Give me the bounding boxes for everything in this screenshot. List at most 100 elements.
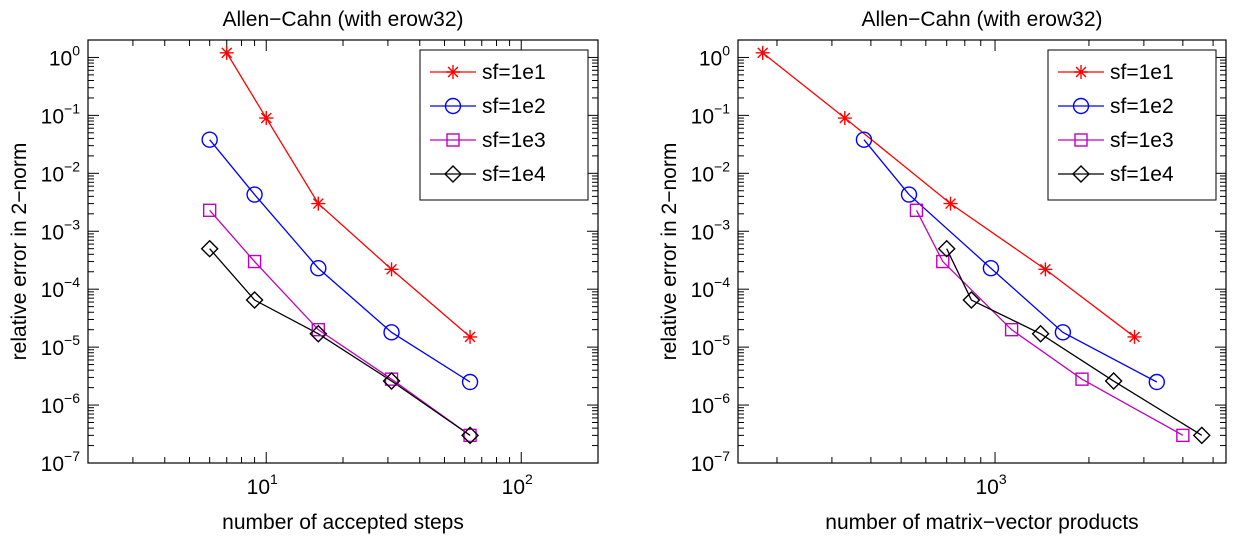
legend-marker [1072,97,1090,115]
x-tick-label: 102 [502,471,533,499]
y-tick-label: 10−4 [691,274,731,302]
data-point-sf=1e1 [463,329,478,344]
legend-left: sf=1e1 sf=1e2 sf=1e3 sf=1e4 [419,49,589,201]
legend-entry: sf=1e1 [1058,61,1174,84]
data-point-sf=1e2 [246,186,263,203]
legend-marker [446,65,460,79]
legend-marker [1074,133,1088,147]
y-tick-label: 10−6 [41,390,81,418]
chart-right: 103 100 10−1 10−2 10−3 10−4 10−5 10−6 10−7 Allen−… [658,8,1227,534]
y-tick-label: 10−1 [691,100,731,128]
data-point-sf=1e2 [900,186,918,203]
data-point-sf=1e2 [461,373,479,391]
legend-marker [1074,65,1088,79]
data-point-sf=1e3 [1176,428,1190,443]
y-tick-label: 10−7 [691,448,731,476]
data-point-sf=1e2 [310,260,327,277]
legend-label: sf=1e2 [1110,95,1174,118]
y-tick-label: 10−2 [41,158,81,186]
data-point-sf=1e4 [1192,426,1211,445]
legend-right: sf=1e1 sf=1e2 sf=1e3 sf=1e4 [1047,49,1217,201]
x-tick-label: 101 [247,471,278,499]
legend-label: sf=1e4 [1110,163,1174,186]
legend-entry: sf=1e2 [430,95,546,118]
data-point-sf=1e4 [382,372,401,391]
legend-marker [444,165,462,183]
y-tick-label: 10−4 [41,274,81,302]
series-line-sf=1e4 [946,248,1203,436]
data-point-sf=1e1 [311,196,326,211]
legend-entry: sf=1e3 [430,129,546,152]
data-point-sf=1e4 [1104,372,1123,391]
x-axis-label: number of accepted steps [222,511,464,534]
data-point-sf=1e3 [909,203,924,217]
chart-title: Allen−Cahn (with erow32) [222,8,463,31]
legend-box [1047,49,1217,201]
data-point-sf=1e4 [245,291,264,310]
data-point-sf=1e2 [201,131,218,148]
legend-label: sf=1e3 [1110,129,1174,152]
data-point-sf=1e1 [384,262,399,277]
y-tick-label: 10−5 [691,332,731,360]
data-point-sf=1e1 [943,196,958,211]
legend-marker [1072,165,1090,183]
y-tick-label: 10−1 [41,100,81,128]
legend-marker [446,133,460,147]
data-point-sf=1e4 [309,324,328,343]
x-axis-label: number of matrix−vector products [825,511,1138,534]
y-axis-label: relative error in 2−norm [8,143,31,361]
data-point-sf=1e2 [855,131,873,148]
data-point-sf=1e2 [1148,373,1165,391]
series-group-left [200,45,480,445]
y-tick-label: 100 [49,42,80,70]
series-line-sf=1e3 [915,209,1184,436]
legend-entry: sf=1e4 [430,163,546,186]
series-line-sf=1e3 [209,209,471,436]
data-point-sf=1e1 [1127,329,1142,344]
y-tick-label: 10−3 [41,216,81,244]
data-point-sf=1e1 [837,111,852,126]
y-tick-label: 10−7 [41,448,81,476]
legend-box [419,49,589,201]
data-point-sf=1e2 [982,260,1000,277]
data-point-sf=1e1 [219,45,234,60]
legend-entry: sf=1e2 [1058,95,1174,118]
data-point-sf=1e4 [962,291,981,310]
x-tick-label: 103 [975,471,1006,499]
series-line-sf=1e2 [863,139,1158,383]
data-point-sf=1e3 [936,254,950,269]
data-point-sf=1e4 [937,239,956,258]
data-point-sf=1e3 [311,322,325,337]
chart-title: Allen−Cahn (with erow32) [861,8,1102,31]
data-point-sf=1e3 [463,428,477,443]
series-line-sf=1e2 [209,139,471,383]
series-group-right [755,45,1211,445]
data-point-sf=1e4 [461,426,480,445]
legend-label: sf=1e4 [482,163,546,186]
data-point-sf=1e3 [1004,322,1019,337]
legend-label: sf=1e3 [482,129,546,152]
y-axis-label: relative error in 2−norm [658,143,681,361]
series-line-sf=1e4 [209,248,471,436]
y-tick-label: 100 [699,42,730,70]
legend-label: sf=1e2 [482,95,546,118]
y-tick-label: 10−5 [41,332,81,360]
plot-frame-right [737,39,1227,464]
legend-entry: sf=1e3 [1058,129,1174,152]
data-point-sf=1e1 [1038,262,1053,277]
legend-label: sf=1e1 [482,61,546,84]
data-point-sf=1e1 [259,111,274,126]
legend-label: sf=1e1 [1110,61,1174,84]
data-point-sf=1e4 [200,239,219,258]
y-tick-label: 10−6 [691,390,731,418]
legend-entry: sf=1e1 [430,61,546,84]
y-tick-label: 10−2 [691,158,731,186]
chart-left: 101 102 100 10−1 10−2 10−3 10−4 10−5 10−6 10−7 All… [8,8,599,534]
data-point-sf=1e3 [1075,372,1089,386]
data-point-sf=1e2 [1054,324,1072,341]
data-point-sf=1e1 [755,45,770,60]
legend-marker [444,97,462,115]
data-point-sf=1e3 [247,254,262,269]
